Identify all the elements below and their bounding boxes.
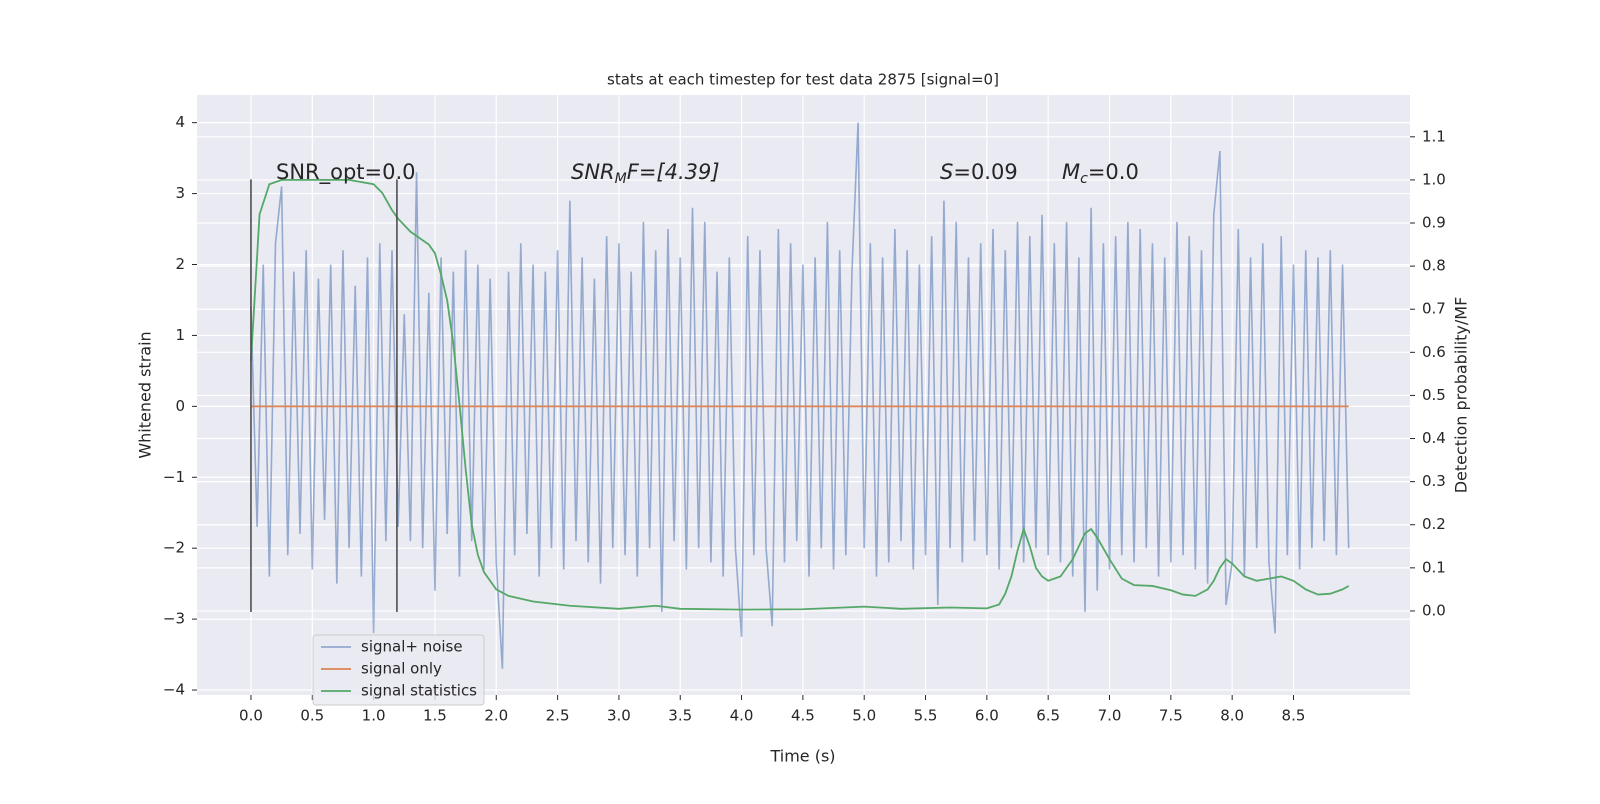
annotation-text: M <box>1062 160 1080 184</box>
y-tick-label: 3 <box>175 184 185 202</box>
y2-tick-label: 0.1 <box>1422 558 1446 576</box>
annotation-text: SNR_opt=0.0 <box>276 160 416 185</box>
annotation-tail: F=[4.39] <box>627 160 720 184</box>
y-tick-label: −3 <box>163 610 185 628</box>
x-tick-label: 4.0 <box>730 707 754 725</box>
y-tick-label: −2 <box>163 539 185 557</box>
x-tick-label: 2.0 <box>484 707 508 725</box>
y-tick-label: −1 <box>163 468 185 486</box>
y-tick-label: 1 <box>175 326 185 344</box>
y-tick-label: 4 <box>175 113 185 131</box>
annotation-text: S <box>940 160 953 184</box>
y2-tick-label: 0.7 <box>1422 300 1446 318</box>
y-axis-label: Whitened strain <box>136 331 155 458</box>
annotation: S=0.09 <box>940 160 1018 184</box>
x-tick-label: 3.5 <box>668 707 692 725</box>
x-tick-label: 6.0 <box>975 707 999 725</box>
x-tick-label: 7.0 <box>1098 707 1122 725</box>
legend-label: signal only <box>361 660 442 678</box>
annotation: Mc=0.0 <box>1062 160 1139 187</box>
series-line <box>250 179 1350 611</box>
x-tick-label: 3.0 <box>607 707 631 725</box>
x-tick-label: 1.5 <box>423 707 447 725</box>
annotation-tail: =0.0 <box>1088 160 1139 184</box>
x-tick-label: 4.5 <box>791 707 815 725</box>
y2-tick-label: 0.0 <box>1422 601 1446 619</box>
chart-title: stats at each timestep for test data 287… <box>607 71 999 89</box>
y2-tick-label: 1.1 <box>1422 127 1446 145</box>
y-tick-label: −4 <box>163 681 185 699</box>
annotation-text: SNR <box>571 160 615 184</box>
x-tick-label: 7.5 <box>1159 707 1183 725</box>
x-tick-label: 1.0 <box>362 707 386 725</box>
y2-tick-label: 1.0 <box>1422 170 1446 188</box>
y2-tick-label: 0.2 <box>1422 515 1446 533</box>
annotation-sub: M <box>615 171 627 187</box>
series-line <box>250 122 1350 669</box>
annotation-sub: c <box>1080 171 1088 187</box>
x-tick-label: 2.5 <box>546 707 570 725</box>
y2-tick-label: 0.6 <box>1422 343 1446 361</box>
legend-label: signal+ noise <box>361 638 463 656</box>
y2-tick-label: 0.8 <box>1422 257 1446 275</box>
annotation: SNR_opt=0.0 <box>276 160 416 185</box>
x-tick-label: 8.0 <box>1220 707 1244 725</box>
y-tick-label: 2 <box>175 255 185 273</box>
x-tick-label: 5.0 <box>852 707 876 725</box>
x-axis-label: Time (s) <box>769 747 835 766</box>
x-tick-label: 0.5 <box>300 707 324 725</box>
annotation-tail: =0.09 <box>953 160 1017 184</box>
x-tick-label: 5.5 <box>914 707 938 725</box>
x-tick-label: 6.5 <box>1036 707 1060 725</box>
legend-box <box>312 634 485 706</box>
annotation: SNRMF=[4.39] <box>571 160 720 187</box>
x-tick-label: 0.0 <box>239 707 263 725</box>
y2-tick-label: 0.3 <box>1422 472 1446 490</box>
y2-axis-label: Detection probability/MF <box>1452 297 1471 494</box>
y-tick-label: 0 <box>175 397 185 415</box>
legend-label: signal statistics <box>361 682 477 700</box>
y2-tick-label: 0.9 <box>1422 214 1446 232</box>
y2-tick-label: 0.4 <box>1422 429 1446 447</box>
x-tick-label: 8.5 <box>1282 707 1306 725</box>
y2-tick-label: 0.5 <box>1422 386 1446 404</box>
